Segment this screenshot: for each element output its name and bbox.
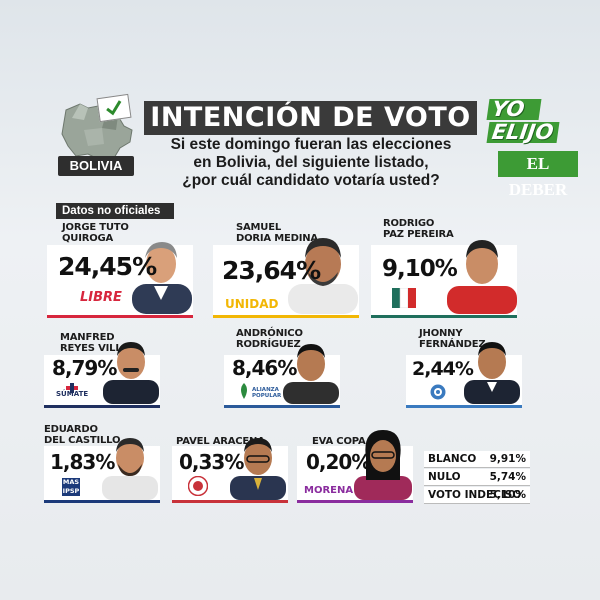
el-deber-logo: EL DEBER — [498, 151, 578, 199]
candidate-photo — [228, 430, 288, 500]
candidate-name: RODRIGO PAZ PEREIRA — [383, 218, 454, 240]
alianza-popular-icon — [238, 383, 250, 399]
party-color-bar — [47, 315, 193, 318]
brand-elijo: ELIJO — [486, 120, 560, 144]
party-logo: MAS IPSP — [62, 478, 80, 496]
survey-question: Si este domingo fueran las elecciones en… — [140, 136, 482, 190]
summary-row-blanco: BLANCO 9,91% — [424, 451, 530, 468]
party-color-bar — [172, 500, 288, 503]
candidate-name: JORGE TUTO QUIROGA — [62, 222, 129, 244]
party-color-bar — [213, 315, 359, 318]
summary-label: NULO — [428, 471, 461, 483]
party-color-bar — [297, 500, 413, 503]
brand-yo: YO — [486, 97, 542, 121]
candidate-name: EVA COPA — [312, 436, 366, 447]
vote-percentage: 1,83% — [50, 450, 115, 474]
candidate-name: ANDRÓNICO RODRÍGUEZ — [236, 328, 303, 350]
candidate-name: MANFRED REYES VILLA — [60, 332, 130, 354]
party-logo-pdc — [392, 287, 416, 309]
yo-elijo-logo: YO ELIJO — [486, 97, 566, 147]
candidate-photo — [101, 332, 161, 404]
vote-percentage: 8,46% — [232, 356, 297, 380]
candidate-name: SAMUEL DORIA MEDINA — [236, 222, 318, 244]
subtitle-line: Si este domingo fueran las elecciones — [170, 136, 452, 153]
candidate-name: EDUARDO DEL CASTILLO — [44, 424, 121, 446]
candidate-photo — [445, 228, 519, 314]
summary-label: BLANCO — [428, 453, 477, 465]
summary-label: VOTO INDECISO — [428, 489, 522, 501]
summary-value: 5,10% — [489, 489, 526, 501]
vote-percentage: 24,45% — [58, 252, 157, 281]
sumate-icon — [66, 380, 78, 393]
subtitle-line: en Bolivia, del siguiente listado, — [193, 154, 429, 171]
candidate-photo — [100, 428, 160, 500]
vote-percentage: 0,20% — [306, 450, 371, 474]
vote-percentage: 8,79% — [52, 356, 117, 380]
party-logo: LIBRE — [80, 290, 122, 305]
unofficial-data-badge: Datos no oficiales — [56, 203, 174, 219]
candidate-photo — [281, 334, 341, 404]
party-color-bar — [224, 405, 340, 408]
summary-row-nulo: NULO 5,74% — [424, 469, 530, 486]
party-logo-icon — [187, 475, 209, 497]
party-logo: ALIANZA POPULAR — [252, 387, 282, 399]
candidate-name: JHONNY FERNÁNDEZ — [419, 328, 486, 350]
party-logo: MORENA — [304, 485, 354, 496]
party-logo: SÚMATE — [56, 390, 89, 398]
summary-value: 9,91% — [489, 453, 526, 465]
party-color-bar — [44, 405, 160, 408]
summary-value: 5,74% — [489, 471, 526, 483]
party-color-bar — [44, 500, 160, 503]
vote-percentage: 9,10% — [382, 256, 458, 282]
party-logo: UNIDAD — [225, 297, 279, 311]
party-color-bar — [371, 315, 517, 318]
candidate-photo — [286, 226, 360, 314]
candidate-photo — [462, 332, 522, 404]
summary-row-indeciso: VOTO INDECISO 5,10% — [424, 487, 530, 504]
subtitle-line: ¿por cuál candidato votaría usted? — [182, 172, 440, 189]
ballot-box-icon — [96, 93, 132, 123]
vote-percentage: 0,33% — [179, 450, 244, 474]
candidate-photo — [128, 230, 194, 314]
vote-percentage: 23,64% — [222, 256, 321, 285]
candidate-photo — [352, 424, 414, 500]
page-title: INTENCIÓN DE VOTO — [144, 101, 477, 135]
vote-percentage: 2,44% — [412, 358, 474, 380]
candidate-name: PAVEL ARACENA — [176, 436, 265, 447]
party-color-bar — [406, 405, 522, 408]
party-logo-icon — [430, 384, 446, 400]
country-label: BOLIVIA — [58, 156, 134, 176]
